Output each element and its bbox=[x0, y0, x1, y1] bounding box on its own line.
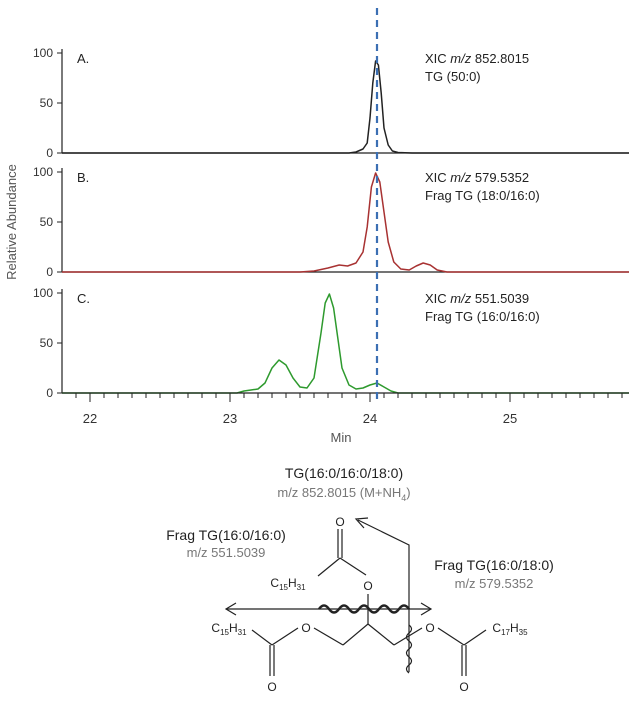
y-tick-label: 50 bbox=[40, 96, 54, 110]
frag-right-mz: m/z 579.5352 bbox=[455, 576, 534, 591]
y-tick-label: 50 bbox=[40, 336, 54, 350]
chain-label-right: C17H35 bbox=[492, 621, 528, 637]
xic-mz-value: 852.8015 bbox=[471, 51, 529, 66]
chain-right-h: H bbox=[510, 621, 519, 635]
panel-xic-label: XIC m/z 852.8015 bbox=[425, 51, 529, 66]
chain-left-h: H bbox=[229, 621, 238, 635]
x-axis-title: Min bbox=[331, 430, 352, 445]
atom-o-carbonyl-left: O bbox=[267, 680, 276, 694]
chain-right-c: C bbox=[492, 621, 501, 635]
panel-compound-label: Frag TG (16:0/16:0) bbox=[425, 309, 540, 324]
chain-top-c: C bbox=[270, 576, 279, 590]
bond bbox=[313, 627, 344, 646]
structure-mz: m/z 852.8015 (M+NH4) bbox=[277, 485, 410, 503]
panel-2: 0 50 100 B. XIC m/z 579.5352 Frag TG (18:0/16… bbox=[33, 165, 629, 279]
bond bbox=[339, 557, 367, 576]
panel-label: A. bbox=[77, 51, 89, 66]
y-tick-label: 100 bbox=[33, 46, 53, 60]
tg-structure-diagram: TG(16:0/16:0/18:0) m/z 852.8015 (M+NH4) … bbox=[166, 465, 554, 694]
bond bbox=[251, 629, 273, 646]
y-tick-label: 0 bbox=[46, 265, 53, 279]
arrowhead-top-icon bbox=[354, 517, 369, 529]
frag-left-mz: m/z 551.5039 bbox=[187, 545, 266, 560]
y-tick-label: 0 bbox=[46, 386, 53, 400]
series-line bbox=[62, 60, 629, 154]
frag-left-title: Frag TG(16:0/16:0) bbox=[166, 527, 286, 543]
frag-right-title: Frag TG(16:0/18:0) bbox=[434, 557, 554, 573]
chain-top-h-count: 31 bbox=[297, 583, 306, 592]
molecule-bonds bbox=[251, 529, 487, 676]
structure-mz-sub: 4 bbox=[401, 493, 406, 503]
panel-1: 0 50 100 A. XIC m/z 852.8015 TG (50:0) bbox=[33, 46, 629, 160]
bond bbox=[342, 623, 369, 646]
bond bbox=[367, 623, 395, 646]
atom-o-carbonyl-top: O bbox=[335, 515, 344, 529]
chain-label-left: C15H31 bbox=[211, 621, 247, 637]
atom-o-carbonyl-right: O bbox=[459, 680, 468, 694]
chain-top-c-count: 15 bbox=[279, 583, 288, 592]
chain-top-h: H bbox=[288, 576, 297, 590]
panel-xic-label: XIC m/z 579.5352 bbox=[425, 170, 529, 185]
xic-mz-value: 551.5039 bbox=[471, 291, 529, 306]
series-line bbox=[62, 172, 629, 273]
panel-label: C. bbox=[77, 291, 90, 306]
xic-mz-value: 579.5352 bbox=[471, 170, 529, 185]
y-axis-title: Relative Abundance bbox=[4, 164, 19, 280]
chain-left-c: C bbox=[211, 621, 220, 635]
x-tick-label: 25 bbox=[503, 411, 517, 426]
bond bbox=[317, 557, 341, 577]
bond bbox=[437, 627, 465, 646]
xic-prefix: XIC bbox=[425, 51, 450, 66]
structure-mz-prefix: m/z 852.8015 (M+NH bbox=[277, 485, 401, 500]
atom-labels: O O O O O O bbox=[267, 515, 468, 694]
xic-prefix: XIC bbox=[425, 291, 450, 306]
xic-prefix: XIC bbox=[425, 170, 450, 185]
chain-right-c-count: 17 bbox=[501, 628, 510, 637]
arrowhead-right-icon bbox=[420, 602, 433, 616]
xic-mz-label: m/z bbox=[450, 291, 471, 306]
y-tick-label: 100 bbox=[33, 286, 53, 300]
x-tick-label: 24 bbox=[363, 411, 377, 426]
atom-o-ester-top: O bbox=[363, 579, 372, 593]
atom-o-ester-left: O bbox=[301, 621, 310, 635]
x-tick-label: 23 bbox=[223, 411, 237, 426]
frag-vertical-arrow bbox=[357, 519, 410, 672]
series-line bbox=[62, 293, 629, 394]
chain-left-c-count: 15 bbox=[220, 628, 229, 637]
structure-title: TG(16:0/16:0/18:0) bbox=[285, 465, 403, 481]
atom-o-ester-right: O bbox=[425, 621, 434, 635]
arrowhead-left-icon bbox=[224, 602, 237, 616]
chain-left-h-count: 31 bbox=[238, 628, 247, 637]
panel-compound-label: Frag TG (18:0/16:0) bbox=[425, 188, 540, 203]
panel-xic-label: XIC m/z 551.5039 bbox=[425, 291, 529, 306]
panel-3: 0 50 100 C. XIC m/z 551.5039 Frag TG (16:0/16… bbox=[33, 286, 629, 400]
xic-mz-label: m/z bbox=[450, 51, 471, 66]
x-tick-label: 22 bbox=[83, 411, 97, 426]
cleavage-wave-horizontal-icon bbox=[318, 604, 410, 614]
panel-compound-label: TG (50:0) bbox=[425, 69, 481, 84]
panel-label: B. bbox=[77, 170, 89, 185]
y-tick-label: 0 bbox=[46, 146, 53, 160]
bond bbox=[271, 627, 299, 646]
chain-label-top: C15H31 bbox=[270, 576, 306, 592]
xic-mz-label: m/z bbox=[450, 170, 471, 185]
bond bbox=[463, 629, 487, 646]
y-tick-label: 100 bbox=[33, 165, 53, 179]
structure-mz-suffix: ) bbox=[406, 485, 410, 500]
chain-right-h-count: 35 bbox=[519, 628, 528, 637]
cleavage-wave-vertical-icon bbox=[405, 624, 413, 674]
y-tick-label: 50 bbox=[40, 215, 54, 229]
x-axis: 22 23 24 25 bbox=[62, 392, 629, 426]
cleavage-marks bbox=[318, 604, 413, 674]
bond bbox=[393, 627, 423, 646]
chromatogram-panels: 0 50 100 A. XIC m/z 852.8015 TG (50:0) 0 50 100 B… bbox=[33, 46, 629, 400]
